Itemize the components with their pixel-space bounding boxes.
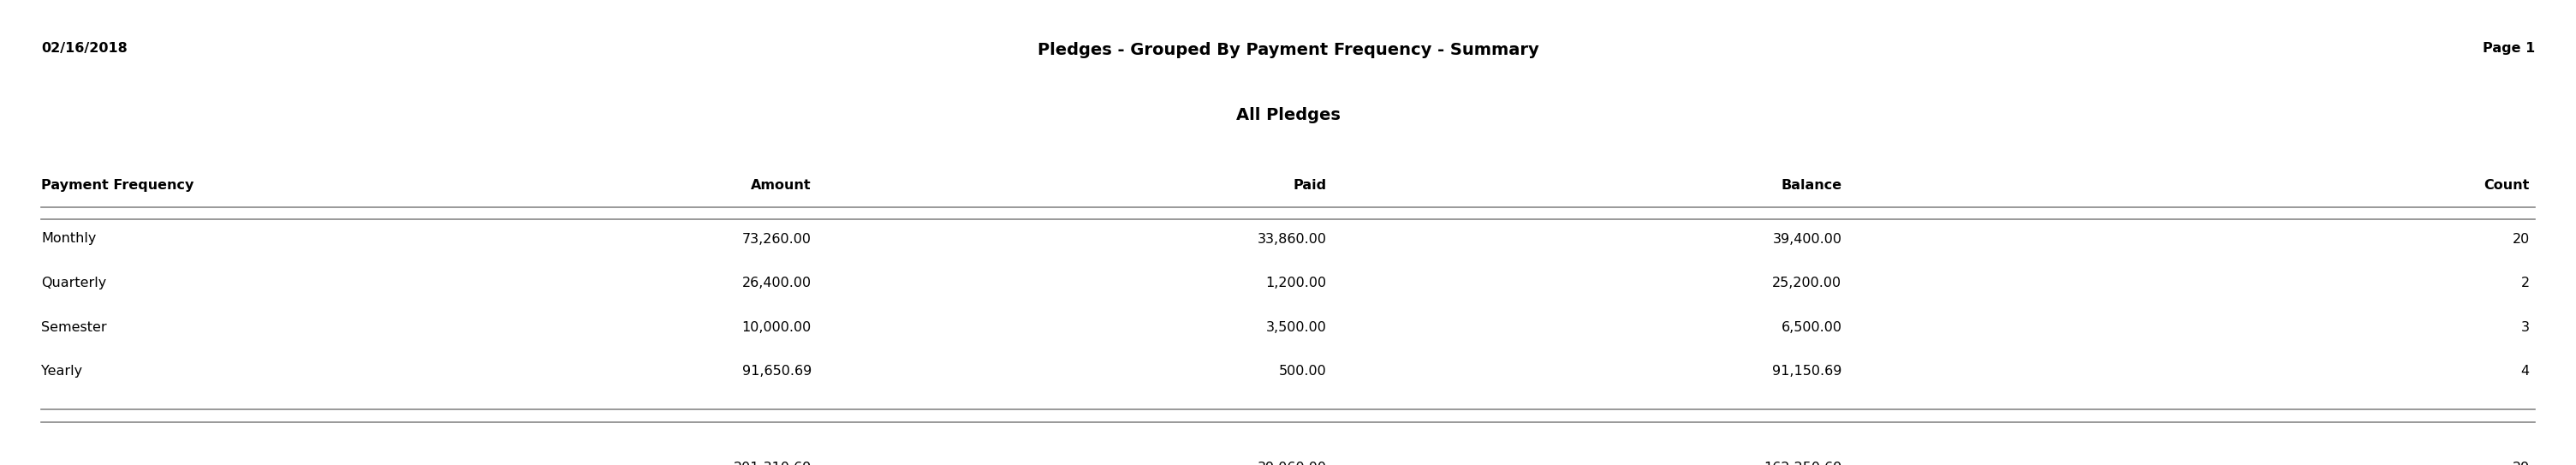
Text: Payment Frequency: Payment Frequency <box>41 179 193 192</box>
Text: Balance: Balance <box>1780 179 1842 192</box>
Text: 33,860.00: 33,860.00 <box>1257 232 1327 246</box>
Text: 162,250.69: 162,250.69 <box>1765 461 1842 465</box>
Text: 201,310.69: 201,310.69 <box>734 461 811 465</box>
Text: 20: 20 <box>2512 232 2530 246</box>
Text: 25,200.00: 25,200.00 <box>1772 277 1842 290</box>
Text: 26,400.00: 26,400.00 <box>742 277 811 290</box>
Text: Semester: Semester <box>41 321 106 334</box>
Text: 500.00: 500.00 <box>1278 365 1327 378</box>
Text: 91,150.69: 91,150.69 <box>1772 365 1842 378</box>
Text: 39,060.00: 39,060.00 <box>1257 461 1327 465</box>
Text: 91,650.69: 91,650.69 <box>742 365 811 378</box>
Text: 29: 29 <box>2512 461 2530 465</box>
Text: Paid: Paid <box>1293 179 1327 192</box>
Text: Page 1: Page 1 <box>2483 42 2535 55</box>
Text: Pledges - Grouped By Payment Frequency - Summary: Pledges - Grouped By Payment Frequency -… <box>1038 42 1538 58</box>
Text: Count: Count <box>2483 179 2530 192</box>
Text: 3: 3 <box>2522 321 2530 334</box>
Text: 10,000.00: 10,000.00 <box>742 321 811 334</box>
Text: 6,500.00: 6,500.00 <box>1780 321 1842 334</box>
Text: 4: 4 <box>2522 365 2530 378</box>
Text: All Pledges: All Pledges <box>1236 107 1340 123</box>
Text: 02/16/2018: 02/16/2018 <box>41 42 126 55</box>
Text: Amount: Amount <box>752 179 811 192</box>
Text: Quarterly: Quarterly <box>41 277 106 290</box>
Text: 1,200.00: 1,200.00 <box>1265 277 1327 290</box>
Text: Yearly: Yearly <box>41 365 82 378</box>
Text: 39,400.00: 39,400.00 <box>1772 232 1842 246</box>
Text: 3,500.00: 3,500.00 <box>1265 321 1327 334</box>
Text: 2: 2 <box>2522 277 2530 290</box>
Text: 73,260.00: 73,260.00 <box>742 232 811 246</box>
Text: Monthly: Monthly <box>41 232 95 246</box>
